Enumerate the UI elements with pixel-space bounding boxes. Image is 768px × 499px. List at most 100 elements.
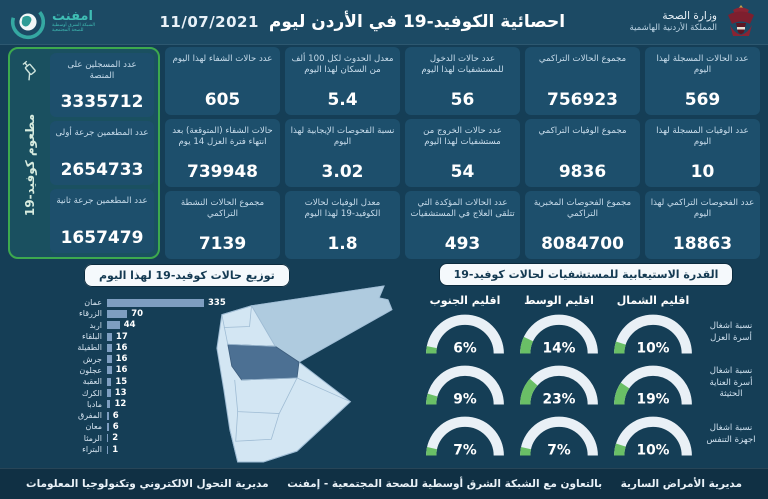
bar-category-label: جرش: [82, 354, 102, 364]
ministry-logo-block: وزارة الصحة المملكة الأردنية الهاشمية: [630, 3, 758, 41]
gauge-region-headers: اقليم الشمال اقليم الوسط اقليم الجنوب: [410, 294, 762, 307]
gauge: 6%: [418, 309, 512, 357]
gauge: 10%: [606, 411, 700, 459]
stats-grid: عدد الحالات المسجلة لهذا اليوم 569 عدد الو…: [8, 47, 760, 259]
bar-value-label: 15: [115, 376, 128, 387]
bar: [107, 422, 109, 431]
stat-column: عدد الحالات المسجلة لهذا اليوم 569 عدد الو…: [645, 47, 760, 259]
svg-text:14%: 14%: [542, 340, 575, 356]
bar: [107, 434, 109, 443]
bar-row: عمان 335: [10, 297, 315, 308]
bar-value-label: 12: [114, 399, 127, 410]
bar: [107, 298, 204, 307]
bar-chart-title-badge: توزيع حالات كوفيد-19 لهذا اليوم: [84, 264, 290, 287]
bar-value-label: 2: [112, 433, 119, 444]
bar-category-label: البلقاء: [82, 332, 102, 342]
vaccine-panel: عدد المسجلين على المنصة 3335712 عدد المطعم…: [8, 47, 160, 259]
stat-card: نسبة الفحوصات الإيجابية لهذا اليوم 3.02: [285, 119, 400, 187]
region-header: اقليم الوسط: [524, 294, 594, 307]
stat-card-label: عدد حالات الدخول للمستشفيات لهذا اليوم: [421, 54, 504, 76]
bar: [107, 343, 112, 352]
stat-column: مجموع الحالات التراكمي 756923 مجموع الوفيا…: [525, 47, 640, 259]
stat-card-value: 569: [684, 90, 721, 110]
stat-card-value: 739948: [187, 162, 258, 182]
stat-card-value: 756923: [547, 90, 618, 110]
stat-card: عدد المسجلين على المنصة 3335712: [50, 53, 154, 117]
gauge: 14%: [512, 309, 606, 357]
stat-card-value: 7139: [198, 234, 247, 254]
bar-row: الزرقاء 70: [10, 308, 315, 319]
stat-card-value: 54: [450, 162, 475, 182]
bar-category-label: المفرق: [78, 411, 102, 421]
stat-column: عدد حالات الشفاء لهذا اليوم 605 حالات الشف…: [165, 47, 280, 259]
stat-card: عدد المطعمين جرعة أولى 2654733: [50, 121, 154, 185]
stat-card-label: عدد الحالات المؤكدة التي تتلقى العلاج في…: [410, 198, 515, 220]
svg-text:9%: 9%: [453, 391, 477, 407]
stat-card-label: عدد المطعمين جرعة أولى: [55, 128, 149, 138]
stat-card-label: عدد المطعمين جرعة ثانية: [56, 196, 148, 206]
svg-text:19%: 19%: [636, 391, 669, 407]
bar-chart-title: توزيع حالات كوفيد-19 لهذا اليوم: [84, 264, 290, 287]
stat-card-value: 605: [204, 90, 241, 110]
globe-icon: [10, 4, 46, 40]
bar-category-label: الرمثا: [83, 433, 102, 443]
stat-card-label: مجموع الحالات النشطة التراكمي: [180, 198, 265, 220]
bar-category-label: الطفيلة: [77, 343, 102, 353]
stat-card-value: 3.02: [321, 162, 364, 182]
bar-category-label: الكرك: [81, 388, 102, 398]
syringe-icon: [22, 60, 36, 81]
gauge-panel-title: القدرة الاستيعابية للمستشفيات لحالات كوف…: [438, 263, 734, 286]
stats-columns: عدد الحالات المسجلة لهذا اليوم 569 عدد الو…: [165, 47, 760, 259]
gauge: 19%: [606, 360, 700, 408]
emphnet-name: امفنت: [52, 8, 93, 24]
bar-row: الرمثا 2: [10, 433, 315, 444]
hospital-capacity-panel: القدرة الاستيعابية للمستشفيات لحالات كوف…: [410, 259, 762, 460]
stat-column: معدل الحدوث لكل 100 ألف من السكان لهذا ا…: [285, 47, 400, 259]
vaccine-cards: عدد المسجلين على المنصة 3335712 عدد المطعم…: [50, 53, 154, 253]
report-date: 11/07/2021: [159, 13, 259, 31]
bar-row: الطفيلة 16: [10, 342, 315, 353]
jordan-coat-of-arms-icon: [728, 5, 754, 36]
stat-card-label: مجموع الحالات التراكمي: [538, 54, 627, 64]
gauge: 7%: [512, 411, 606, 459]
bar-row: البلقاء 17: [10, 331, 315, 342]
bar-value-label: 13: [114, 388, 127, 399]
vaccine-vertical-label: مطعوم كوفيد-19: [23, 113, 37, 217]
stat-card-value: 10: [690, 162, 715, 182]
gauge-rows: نسبة اشغال أسرة العزل 10% 14% 6% نسبة اشغال …: [410, 307, 762, 460]
bar-value-label: 17: [115, 331, 128, 342]
gauge-row: نسبة اشغال أسرة العزل 10% 14% 6%: [410, 307, 762, 358]
bar-category-label: اربد: [89, 320, 102, 330]
emphnet-subtitle-1: الشبكة الشرق أوسطية: [52, 23, 96, 29]
stat-card-value: 2654733: [60, 160, 144, 180]
stat-card-value: 1.8: [327, 234, 358, 254]
bar: [107, 309, 128, 318]
bar-value-label: 6: [112, 421, 119, 432]
gauge: 10%: [606, 309, 700, 357]
svg-text:6%: 6%: [453, 340, 477, 356]
bar-chart-rows: عمان 335 الزرقاء 70 اربد 44 البلقاء 17 الطفيلة 16…: [10, 297, 315, 455]
stat-card: مجموع الحالات التراكمي 756923: [525, 47, 640, 115]
bar-value-label: 335: [208, 297, 226, 308]
stat-card-value: 1657479: [60, 228, 144, 248]
bar-category-label: الزرقاء: [79, 309, 102, 319]
stat-card: عدد الحالات المسجلة لهذا اليوم 569: [645, 47, 760, 115]
gauge-row: نسبة اشغال أسرة العناية الحثيثة 19% 23% 9%: [410, 358, 762, 409]
stat-card-value: 5.4: [327, 90, 358, 110]
ministry-name: وزارة الصحة: [662, 10, 717, 23]
stat-card: عدد الفحوصات التراكمي لهذا اليوم 18863: [645, 191, 760, 259]
emphnet-subtitle-2: للصحة المجتمعية: [52, 28, 84, 34]
bar: [107, 332, 112, 341]
bar-value-label: 44: [123, 320, 136, 331]
gauge-row-label: نسبة اشغال اجهزة التنفس: [706, 422, 756, 445]
stat-card-value: 18863: [672, 234, 733, 254]
bar-row: عجلون 16: [10, 365, 315, 376]
stat-card-label: عدد المسجلين على المنصة: [67, 60, 137, 82]
bar-row: البتراء 1: [10, 444, 315, 455]
stat-card-label: مجموع الوفيات التراكمي: [538, 126, 627, 136]
gauge-row-label: نسبة اشغال أسرة العزل: [709, 320, 753, 343]
gauge-row-label: نسبة اشغال أسرة العناية الحثيثة: [709, 366, 753, 400]
bar: [107, 445, 109, 454]
stat-card-label: عدد حالات الخروج من مستشفيات لهذا اليوم: [423, 126, 502, 148]
stat-card-value: 3335712: [60, 92, 144, 112]
